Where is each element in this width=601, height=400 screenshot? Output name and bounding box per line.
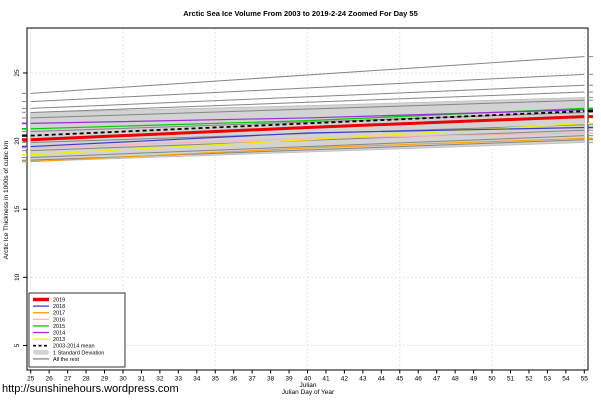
x-axis-title-line1: Julian bbox=[299, 382, 317, 389]
rest-year-line bbox=[30, 124, 585, 143]
rest-year-line bbox=[30, 135, 585, 158]
watermark-url: http://sunshinehours.wordpress.com bbox=[2, 383, 179, 395]
series-line-2003-2014-mean bbox=[30, 110, 585, 137]
rest-year-line bbox=[30, 73, 585, 103]
rest-year-line bbox=[30, 56, 585, 94]
legend-item-label: 2018 bbox=[53, 304, 65, 310]
rest-year-line bbox=[30, 84, 585, 109]
legend-item-label: 2015 bbox=[53, 324, 65, 330]
x-tick-label: 28 bbox=[82, 376, 90, 383]
series-line-2018 bbox=[30, 126, 585, 148]
series-line-2014 bbox=[30, 109, 585, 124]
rest-year-line bbox=[30, 111, 585, 133]
x-tick-label: 39 bbox=[285, 376, 293, 383]
rest-year-line bbox=[30, 91, 585, 113]
rest-year-line bbox=[30, 99, 585, 119]
chart-title: Arctic Sea Ice Volume From 2003 to 2019-… bbox=[183, 9, 418, 18]
x-tick-label: 36 bbox=[230, 376, 238, 383]
series-line-2017 bbox=[30, 137, 585, 163]
x-tick-label: 42 bbox=[341, 376, 349, 383]
legend-item-label: 2017 bbox=[53, 311, 65, 317]
x-tick-label: 53 bbox=[544, 376, 552, 383]
x-tick-label: 34 bbox=[193, 376, 201, 383]
x-tick-label: 25 bbox=[27, 376, 35, 383]
x-tick-label: 32 bbox=[156, 376, 164, 383]
x-tick-label: 54 bbox=[562, 376, 570, 383]
legend-item-label: 2014 bbox=[53, 331, 65, 337]
x-tick-label: 51 bbox=[507, 376, 515, 383]
y-tick-label: 15 bbox=[14, 205, 21, 213]
x-tick-label: 52 bbox=[525, 376, 533, 383]
x-tick-label: 26 bbox=[46, 376, 54, 383]
x-tick-label: 47 bbox=[433, 376, 441, 383]
x-tick-label: 35 bbox=[212, 376, 220, 383]
legend-item-label: 2016 bbox=[53, 317, 65, 323]
x-tick-label: 49 bbox=[470, 376, 478, 383]
x-tick-label: 46 bbox=[415, 376, 423, 383]
x-tick-label: 40 bbox=[304, 376, 312, 383]
x-tick-label: 50 bbox=[488, 376, 496, 383]
rest-year-line bbox=[30, 129, 585, 152]
x-axis-title-line2: Julian Day of Year bbox=[281, 389, 335, 396]
y-tick-label: 5 bbox=[14, 343, 21, 347]
x-tick-label: 44 bbox=[378, 376, 386, 383]
x-tick-label: 55 bbox=[581, 376, 589, 383]
x-tick-label: 45 bbox=[396, 376, 404, 383]
series-line-2016 bbox=[30, 132, 585, 149]
x-tick-label: 31 bbox=[138, 376, 146, 383]
x-tick-label: 38 bbox=[267, 376, 275, 383]
legend-item-label: 1 Standard Deviation bbox=[53, 350, 104, 356]
x-tick-label: 29 bbox=[101, 376, 109, 383]
y-tick-label: 20 bbox=[14, 137, 21, 145]
legend-item-label: 2013 bbox=[53, 337, 65, 343]
legend-swatch-band bbox=[33, 349, 49, 355]
y-tick-label: 10 bbox=[14, 273, 21, 281]
x-tick-label: 37 bbox=[249, 376, 257, 383]
x-tick-label: 27 bbox=[64, 376, 72, 383]
legend-item-label: 2019 bbox=[53, 298, 65, 304]
x-tick-label: 41 bbox=[322, 376, 330, 383]
legend-item-label: 2003-2014 mean bbox=[53, 344, 95, 350]
legend-item-label: All the rest bbox=[53, 357, 79, 363]
x-tick-label: 30 bbox=[119, 376, 127, 383]
y-tick-label: 25 bbox=[14, 69, 21, 77]
x-tick-label: 43 bbox=[359, 376, 367, 383]
x-tick-label: 48 bbox=[452, 376, 460, 383]
series-line-2019 bbox=[30, 115, 585, 142]
x-tick-label: 33 bbox=[175, 376, 183, 383]
y-axis-title: Arctic Ice Thickness in 1000s of cubic k… bbox=[3, 140, 10, 260]
